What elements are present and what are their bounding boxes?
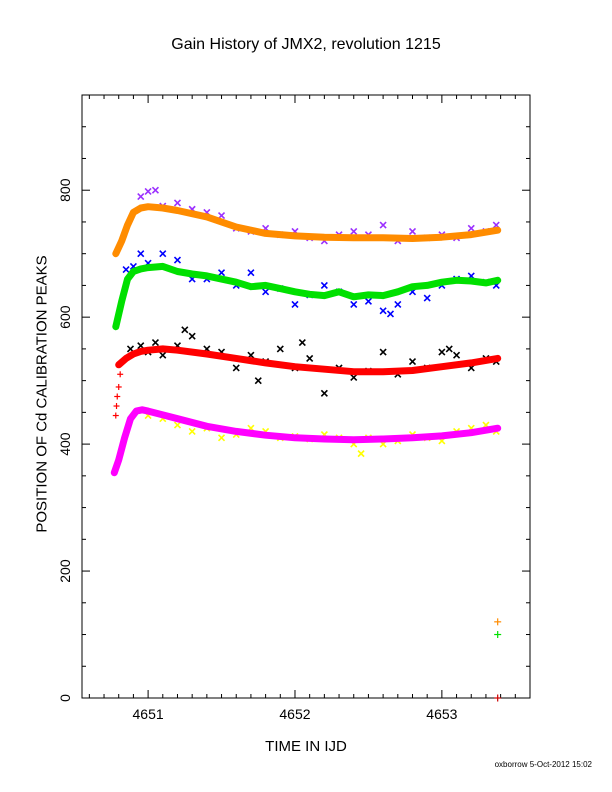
data-point: [350, 300, 358, 309]
data-point: [357, 450, 365, 458]
data-point: [188, 332, 196, 340]
marker-point: [494, 631, 502, 639]
data-point: [217, 434, 226, 442]
data-point: [298, 338, 306, 347]
x-tick-label: 4651: [133, 706, 164, 722]
data-point: [445, 345, 453, 353]
data-point: [467, 224, 475, 232]
data-point: [247, 269, 255, 277]
fit-line: [112, 262, 502, 331]
data-point: [173, 256, 182, 264]
x-tick-label: 4652: [279, 706, 310, 722]
data-point: [117, 371, 124, 378]
data-point: [386, 310, 395, 318]
data-point: [113, 403, 120, 410]
data-point: [173, 421, 182, 429]
y-tick-label: 600: [57, 305, 73, 329]
fit-line: [115, 345, 502, 376]
y-tick-label: 800: [57, 178, 73, 202]
series-layer: [110, 186, 502, 702]
data-point: [408, 358, 417, 366]
data-point: [350, 373, 358, 382]
data-point: [379, 307, 387, 315]
y-tick-label: 200: [57, 559, 73, 583]
chart-title: Gain History of JMX2, revolution 1215: [171, 36, 441, 53]
data-point: [364, 297, 372, 305]
data-point: [291, 300, 299, 309]
data-point: [232, 364, 240, 372]
data-point: [159, 351, 167, 359]
data-point: [438, 348, 446, 356]
data-point: [114, 393, 121, 400]
footer-stamp: oxborrow 5-Oct-2012 15:02: [494, 760, 592, 769]
axis-ticks: 0 200 400 600 800 4651 4652 4653: [57, 94, 531, 722]
data-point: [115, 383, 122, 390]
data-point: [350, 227, 358, 236]
y-tick-label: 400: [57, 432, 73, 456]
data-point: [159, 250, 167, 258]
data-point: [320, 281, 328, 289]
x-tick-label: 4653: [426, 706, 457, 722]
fit-line: [110, 406, 502, 477]
data-point: [394, 300, 402, 309]
data-point: [262, 288, 270, 296]
data-point: [112, 412, 119, 419]
data-point: [423, 294, 431, 302]
data-point: [151, 186, 160, 194]
data-point: [188, 427, 196, 435]
y-tick-label: 0: [57, 694, 73, 702]
data-point: [151, 338, 160, 347]
data-point: [379, 221, 387, 229]
data-point: [306, 354, 314, 362]
data-point: [452, 351, 461, 359]
plot-frame: [81, 94, 531, 699]
fit-line: [112, 203, 502, 258]
data-point: [122, 265, 130, 274]
marker-point: [494, 694, 502, 702]
marker-point: [494, 618, 502, 626]
data-point: [276, 345, 284, 353]
data-point: [137, 250, 145, 258]
data-point: [254, 377, 262, 385]
data-point: [408, 227, 417, 236]
data-point: [144, 187, 152, 196]
x-axis-label: TIME IN IJD: [265, 738, 347, 755]
data-point: [379, 348, 387, 356]
data-point: [173, 199, 182, 207]
data-point: [217, 269, 226, 277]
data-point: [181, 326, 189, 334]
data-point: [320, 389, 328, 397]
data-point: [137, 192, 145, 201]
